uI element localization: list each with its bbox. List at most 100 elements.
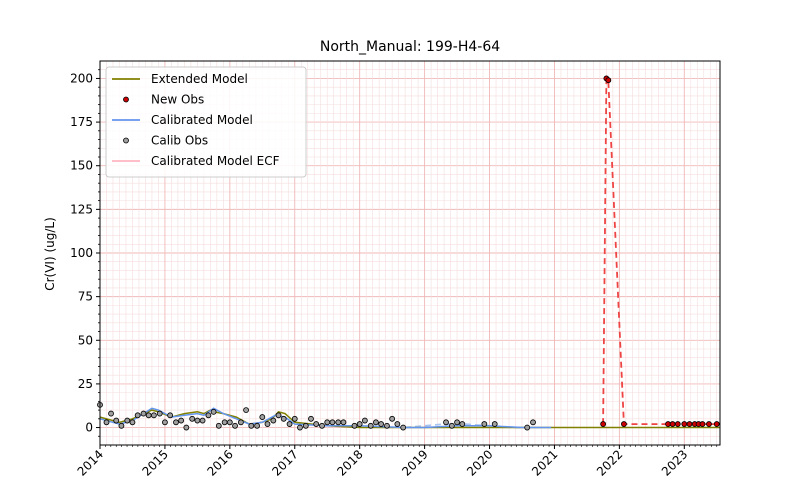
data-point-calib-obs (530, 419, 536, 426)
data-point-calib-obs (124, 417, 131, 424)
data-point-calib-obs (173, 419, 179, 426)
legend-swatch-marker (123, 96, 129, 103)
data-point-calib-obs (280, 415, 287, 422)
data-point-calib-obs (313, 421, 320, 427)
data-point-calib-obs (210, 408, 217, 415)
x-tick-label: 2023 (659, 447, 690, 478)
data-point-calib-obs (329, 419, 336, 426)
data-point-calib-obs (351, 422, 358, 429)
data-point-calib-obs (226, 419, 233, 426)
data-point-new-obs (706, 421, 712, 427)
data-point-new-obs (669, 421, 676, 427)
data-point-calib-obs (491, 421, 498, 427)
data-point-calib-obs (373, 419, 379, 426)
data-point-calib-obs (459, 421, 466, 427)
y-tick-label: 0 (85, 421, 93, 435)
data-point-calib-obs (319, 422, 325, 429)
y-tick-label: 25 (78, 377, 93, 391)
data-point-calib-obs (361, 417, 368, 424)
data-point-calib-obs (335, 419, 342, 426)
data-point-calib-obs (286, 421, 293, 427)
data-point-calib-obs (254, 422, 261, 429)
y-tick-label: 125 (70, 202, 93, 216)
data-point-calib-obs (324, 419, 331, 426)
x-tick-label: 2020 (464, 447, 495, 478)
data-point-calib-obs (394, 421, 401, 427)
data-point-calib-obs (134, 412, 141, 419)
data-point-calib-obs (384, 422, 390, 429)
data-point-calib-obs (199, 417, 206, 424)
chart-title: North_Manual: 199-H4-64 (320, 39, 500, 55)
data-point-new-obs (605, 77, 612, 84)
legend-swatch-marker (123, 137, 129, 144)
data-point-calib-obs (259, 414, 266, 420)
data-point-calib-obs (194, 417, 201, 424)
y-tick-label: 100 (70, 246, 93, 260)
data-point-calib-obs (232, 422, 238, 429)
x-tick-label: 2015 (140, 447, 171, 478)
series-new-obs-connector (602, 76, 720, 426)
data-point-calib-obs (454, 419, 460, 426)
data-point-calib-obs (270, 417, 277, 424)
y-axis-label: Cr(VI) (ug/L) (43, 217, 57, 291)
legend-label: New Obs (151, 93, 204, 107)
data-point-calib-obs (308, 415, 314, 422)
legend-label: Calibrated Model (151, 113, 253, 127)
data-point-calib-obs (221, 419, 228, 426)
data-point-calib-obs (340, 419, 347, 426)
data-point-new-obs (621, 421, 627, 427)
data-point-calib-obs (448, 422, 455, 429)
data-point-calib-obs (215, 422, 222, 429)
data-point-calib-obs (145, 412, 152, 419)
data-point-calib-obs (108, 410, 114, 417)
data-point-calib-obs (291, 415, 298, 422)
data-point-calib-obs (167, 412, 174, 419)
data-point-new-obs (681, 421, 688, 427)
data-point-calib-obs (378, 421, 385, 427)
x-tick-label: 2021 (529, 447, 560, 478)
data-point-calib-obs (302, 422, 309, 429)
y-tick-label: 175 (70, 115, 93, 129)
data-point-new-obs (600, 421, 607, 427)
data-point-calib-obs (524, 424, 531, 431)
x-tick-label: 2018 (334, 447, 365, 478)
data-point-new-obs (686, 421, 693, 427)
x-tick-label: 2014 (75, 447, 106, 478)
data-point-new-obs (674, 421, 681, 427)
legend: Extended Model New Obs Calibrated Model Cal… (105, 66, 307, 178)
data-point-calib-obs (400, 424, 407, 431)
data-point-calib-obs (481, 421, 488, 427)
data-point-calib-obs (275, 412, 282, 419)
data-point-calib-obs (183, 424, 190, 431)
data-point-calib-obs (113, 417, 120, 424)
x-tick-label: 2016 (204, 447, 235, 478)
data-point-new-obs (713, 421, 720, 427)
data-point-calib-obs (178, 417, 185, 424)
series-layer (97, 75, 720, 431)
grid (99, 60, 720, 445)
data-point-calib-obs (237, 419, 244, 426)
data-point-calib-obs (129, 419, 136, 426)
data-point-calib-obs (297, 424, 303, 431)
data-point-calib-obs (248, 422, 255, 429)
data-point-calib-obs (264, 421, 271, 427)
data-point-calib-obs (162, 419, 168, 426)
data-point-calib-obs (243, 407, 249, 413)
data-point-calib-obs (189, 415, 196, 422)
data-point-calib-obs (205, 412, 212, 419)
data-point-calib-obs (443, 419, 449, 426)
x-tick-label: 2022 (594, 447, 625, 478)
legend-label: Calibrated Model ECF (151, 154, 280, 168)
legend-label: Calib Obs (151, 134, 208, 148)
data-point-calib-obs (156, 410, 163, 417)
y-tick-label: 50 (78, 333, 93, 347)
legend-box (105, 66, 307, 178)
data-point-calib-obs (389, 415, 396, 422)
x-tick-label: 2019 (399, 447, 430, 478)
y-tick-label: 200 (70, 71, 93, 85)
x-tick-label: 2017 (269, 447, 300, 478)
y-tick-label: 75 (78, 290, 93, 304)
data-point-calib-obs (103, 419, 110, 426)
data-point-calib-obs (367, 422, 374, 429)
